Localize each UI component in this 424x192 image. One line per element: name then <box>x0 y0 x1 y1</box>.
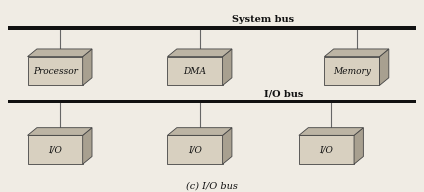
Polygon shape <box>167 128 232 135</box>
Text: Processor: Processor <box>33 67 78 75</box>
Polygon shape <box>28 49 92 57</box>
Text: I/O: I/O <box>320 145 333 154</box>
Text: I/O: I/O <box>188 145 202 154</box>
Polygon shape <box>167 135 223 164</box>
Polygon shape <box>324 49 389 57</box>
Text: (c) I/O bus: (c) I/O bus <box>186 181 238 190</box>
Bar <box>8 26 416 30</box>
Polygon shape <box>223 49 232 85</box>
Polygon shape <box>28 135 83 164</box>
Polygon shape <box>28 57 83 85</box>
Text: System bus: System bus <box>232 15 294 24</box>
Text: I/O: I/O <box>48 145 62 154</box>
Polygon shape <box>324 57 379 85</box>
Polygon shape <box>299 135 354 164</box>
Polygon shape <box>28 128 92 135</box>
Polygon shape <box>379 49 389 85</box>
Text: I/O bus: I/O bus <box>265 89 304 98</box>
Text: DMA: DMA <box>184 67 206 75</box>
Text: Memory: Memory <box>333 67 371 75</box>
Polygon shape <box>167 57 223 85</box>
Bar <box>8 100 416 103</box>
Polygon shape <box>223 128 232 164</box>
Polygon shape <box>83 128 92 164</box>
Polygon shape <box>167 49 232 57</box>
Polygon shape <box>354 128 363 164</box>
Polygon shape <box>83 49 92 85</box>
Polygon shape <box>299 128 363 135</box>
